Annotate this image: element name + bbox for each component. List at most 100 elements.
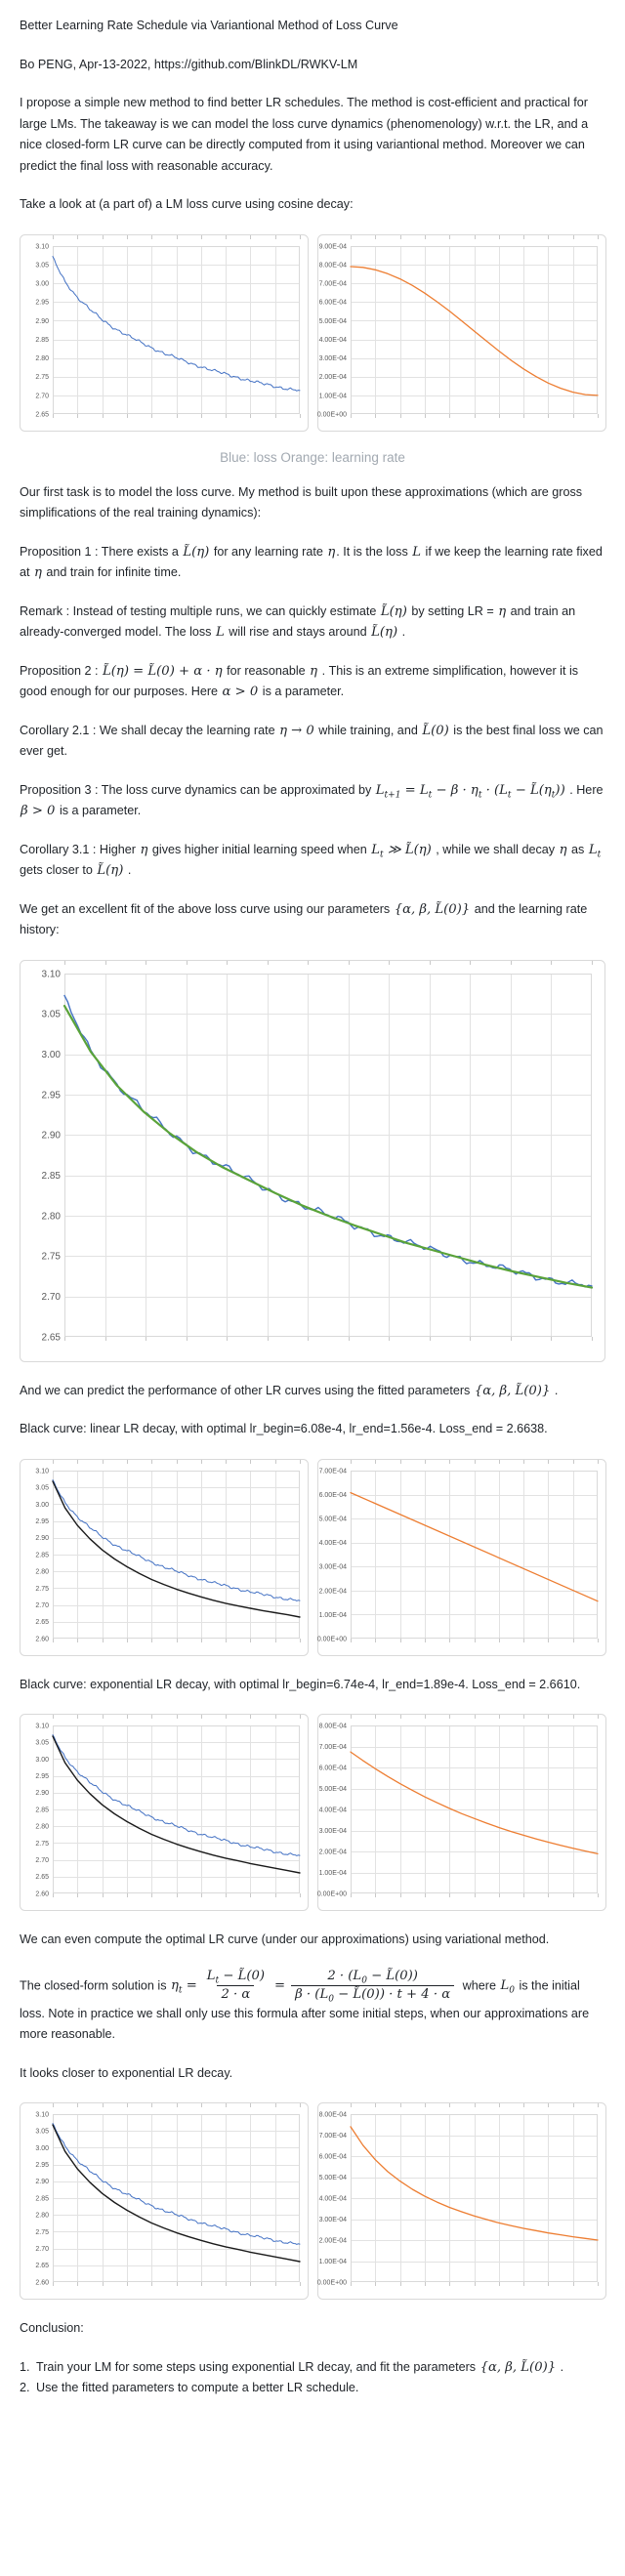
predict-performance: And we can predict the performance of ot… <box>20 1381 605 1402</box>
text-run: Corollary 3.1 : Higher <box>20 842 140 856</box>
y-tick-label: 3.05 <box>35 1484 49 1491</box>
y-axis-tick-labels: 8.00E-04 7.00E-04 6.00E-04 5.00E-04 4.00E-04… <box>317 2111 347 2286</box>
series-actual-loss <box>52 1734 301 1856</box>
text-run: for reasonable <box>223 663 310 678</box>
math-expression: {α, β, L̃(0)} <box>479 2359 557 2375</box>
y-tick-label: 3.00E-04 <box>319 2217 348 2223</box>
text-run: gives higher initial learning speed when <box>148 842 371 856</box>
chart-gridlines <box>351 2114 598 2282</box>
y-tick-label: 5.00E-04 <box>319 1786 348 1793</box>
y-tick-label: 0.00E+00 <box>317 2279 347 2286</box>
chart-loss-optimal: 3.10 3.05 3.00 2.95 2.90 2.85 2.80 2.75 2.70 2.65… <box>20 2102 309 2300</box>
y-tick-label: 2.95 <box>35 2162 49 2169</box>
y-tick-label: 3.10 <box>35 243 49 250</box>
y-tick-label: 2.90 <box>35 2179 49 2185</box>
math-expression: η <box>559 842 567 857</box>
conclusion-list: 1. Train your LM for some steps using exp… <box>20 2357 605 2399</box>
text-run: gets closer to <box>20 863 97 877</box>
list-marker: 2. <box>20 2381 30 2394</box>
y-tick-label: 3.00E-04 <box>319 1828 348 1835</box>
proposition-1: Proposition 1 : There exists a L̃(η) for… <box>20 542 605 584</box>
axis-tick-marks <box>64 960 593 1341</box>
chart-lr-linear: 7.00E-04 6.00E-04 5.00E-04 4.00E-04 3.00E-04… <box>317 1458 606 1656</box>
y-tick-label: 1.00E-04 <box>319 1870 348 1877</box>
text-run: Bo PENG, Apr-13-2022, https://github.com… <box>20 57 358 71</box>
axis-tick-marks <box>351 1715 599 1897</box>
text-run: while training, and <box>314 723 422 737</box>
variational-method: We can even compute the optimal LR curve… <box>20 1930 605 1951</box>
text-run: Better Learning Rate Schedule via Varian… <box>20 19 398 32</box>
text-run: Proposition 2 : <box>20 663 103 678</box>
chart-caption: Blue: loss Orange: learning rate <box>220 449 405 465</box>
intro-paragraph: I propose a simple new method to find be… <box>20 93 605 177</box>
text-run: is the initial loss. Note in practice we… <box>20 1977 590 2041</box>
y-tick-label: 3.00 <box>35 2145 49 2152</box>
series-predicted-loss-exponential-decay- <box>52 1735 301 1874</box>
axis-tick-marks <box>351 2103 599 2286</box>
text-run: We can even compute the optimal LR curve… <box>20 1932 550 1946</box>
math-expression: L0 <box>500 1977 515 1996</box>
chart-container-lr-optimal: 8.00E-04 7.00E-04 6.00E-04 5.00E-04 4.00E-04… <box>317 2102 606 2300</box>
math-expression: η <box>310 663 318 679</box>
y-tick-label: 3.05 <box>35 2129 49 2136</box>
text-run: where <box>459 1977 500 1992</box>
math-expression: Lt ≫ L̃(η) <box>371 842 432 860</box>
y-tick-label: 3.10 <box>35 1468 49 1475</box>
y-tick-label: 0.00E+00 <box>317 1636 347 1642</box>
text-run: The closed-form solution is <box>20 1977 170 1992</box>
math-expression: Lt <box>588 842 602 860</box>
y-axis-tick-labels: 3.10 3.05 3.00 2.95 2.90 2.85 2.80 2.75 2.70 2.65… <box>35 2111 49 2286</box>
chart-lr-exp: 8.00E-04 7.00E-04 6.00E-04 5.00E-04 4.00E-04… <box>317 1714 606 1911</box>
axis-tick-marks <box>351 1459 599 1642</box>
chart-container-loss-fit-big: 3.10 3.05 3.00 2.95 2.90 2.85 2.80 2.75 2.70 2.65 <box>20 959 605 1362</box>
y-tick-label: 2.65 <box>35 2263 49 2269</box>
text-run: if we keep the learning rate fixed at <box>20 544 603 580</box>
math-expression: L̃(η) <box>371 625 398 640</box>
chart-lr-cosine: 9.00E-04 8.00E-04 7.00E-04 6.00E-04 5.00E-04… <box>317 233 606 432</box>
chart-container-lr-cosine: 9.00E-04 8.00E-04 7.00E-04 6.00E-04 5.00E-04… <box>317 233 606 432</box>
y-tick-label: 7.00E-04 <box>319 2133 348 2140</box>
y-tick-label: 4.00E-04 <box>319 2195 348 2202</box>
series-fit <box>62 1004 594 1289</box>
y-tick-label: 2.70 <box>35 1602 49 1609</box>
page-title: Better Learning Rate Schedule via Varian… <box>20 16 605 37</box>
text-run: . Here <box>565 782 604 797</box>
optimal-lr-charts: 3.10 3.05 3.00 2.95 2.90 2.85 2.80 2.75 2.70 2.65… <box>20 2102 606 2300</box>
math-expression: η → 0 <box>279 723 314 738</box>
math-expression: η <box>327 544 336 560</box>
text-run: Proposition 3 : The loss curve dynamics … <box>20 782 375 797</box>
axis-tick-marks <box>351 234 599 418</box>
y-tick-label: 2.90 <box>35 317 49 324</box>
y-tick-label: 2.70 <box>35 2246 49 2253</box>
proposition-2: Proposition 2 : L̃(η) = L̃(0) + α · η fo… <box>20 661 605 703</box>
math-expression: L̃(0) <box>422 723 449 738</box>
series-actual-loss <box>52 2123 301 2245</box>
math-expression: η <box>140 842 148 857</box>
text-run: is a parameter. <box>259 685 345 698</box>
series-learning-rate <box>350 1491 599 1601</box>
math-subscript: t <box>551 790 556 801</box>
text-run: . It is the loss <box>336 544 412 559</box>
y-tick-label: 2.60 <box>35 2279 49 2286</box>
y-tick-label: 2.60 <box>35 1890 49 1897</box>
chart-container-loss-optimal: 3.10 3.05 3.00 2.95 2.90 2.85 2.80 2.75 2.70 2.65… <box>20 2102 309 2300</box>
y-tick-label: 2.95 <box>42 1090 62 1101</box>
y-axis-tick-labels: 3.10 3.05 3.00 2.95 2.90 2.85 2.80 2.75 2.70 2.65… <box>35 1468 49 1642</box>
y-tick-label: 3.05 <box>35 1740 49 1747</box>
exponential-decay-charts: 3.10 3.05 3.00 2.95 2.90 2.85 2.80 2.75 2.70 2.65… <box>20 1714 606 1911</box>
y-tick-label: 6.00E-04 <box>319 2153 348 2160</box>
y-tick-label: 2.80 <box>35 1568 49 1575</box>
chart-lr-optimal: 8.00E-04 7.00E-04 6.00E-04 5.00E-04 4.00E-04… <box>317 2102 606 2300</box>
linear-decay-charts: 3.10 3.05 3.00 2.95 2.90 2.85 2.80 2.75 2.70 2.65… <box>20 1458 606 1656</box>
fitted-loss-chart: 3.10 3.05 3.00 2.95 2.90 2.85 2.80 2.75 2.70 2.65 <box>20 959 605 1362</box>
text-run: Our first task is to model the loss curv… <box>20 484 583 520</box>
math-subscript: t <box>597 850 602 860</box>
axis-tick-marks <box>53 1459 301 1642</box>
chart-loss-cosine: 3.10 3.05 3.00 2.95 2.90 2.85 2.80 2.75 2.70 2.65 <box>20 233 309 432</box>
y-tick-label: 2.65 <box>35 1874 49 1881</box>
math-expression: L <box>215 625 225 640</box>
chart-loss-linear: 3.10 3.05 3.00 2.95 2.90 2.85 2.80 2.75 2.70 2.65… <box>20 1458 309 1656</box>
math-expression: = <box>274 1977 286 1993</box>
y-tick-label: 4.00E-04 <box>319 1540 348 1547</box>
